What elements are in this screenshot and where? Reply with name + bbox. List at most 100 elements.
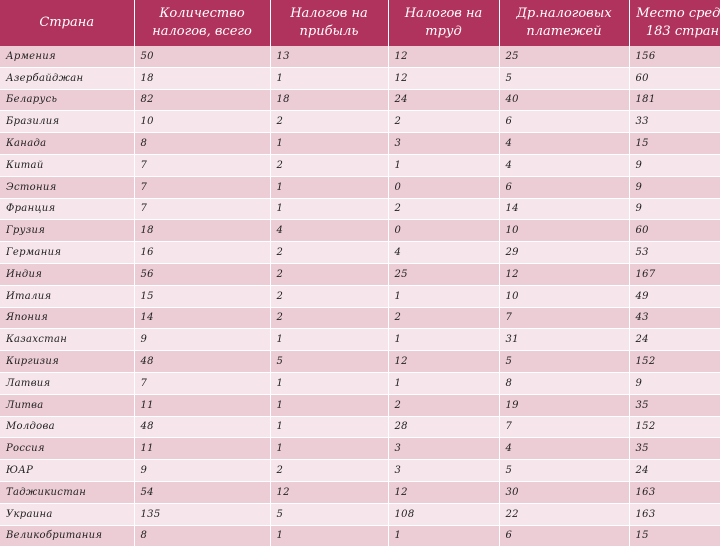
table-body: Армения 50 13 12 25 156 Азербайджан 18 1 12 5 60 Бел… <box>0 46 720 547</box>
cell-rank: 181 <box>629 89 720 112</box>
cell-total-taxes: 9 <box>134 328 271 352</box>
cell-profit-taxes: 1 <box>270 372 389 395</box>
cell-total-taxes: 11 <box>134 394 271 417</box>
cell-country: Грузия <box>0 219 135 243</box>
cell-other-payments: 25 <box>499 46 630 68</box>
cell-other-payments: 22 <box>499 503 630 526</box>
cell-other-payments: 7 <box>499 307 630 330</box>
cell-labor-taxes: 24 <box>388 89 500 112</box>
cell-labor-taxes: 3 <box>388 459 500 482</box>
cell-other-payments: 5 <box>499 67 630 90</box>
header-profit-taxes: Налогов на прибыль <box>270 0 389 46</box>
cell-total-taxes: 7 <box>134 176 271 199</box>
table-row: Латвия 7 1 1 8 9 <box>0 372 720 395</box>
cell-total-taxes: 48 <box>134 350 271 373</box>
cell-total-taxes: 10 <box>134 110 271 134</box>
cell-country: Россия <box>0 437 135 461</box>
cell-country: Армения <box>0 46 135 68</box>
cell-other-payments: 4 <box>499 132 630 155</box>
cell-rank: 156 <box>629 46 720 68</box>
cell-labor-taxes: 108 <box>388 503 500 526</box>
cell-country: Бразилия <box>0 110 135 134</box>
cell-other-payments: 10 <box>499 285 630 308</box>
cell-rank: 9 <box>629 372 720 395</box>
cell-country: Франция <box>0 198 135 221</box>
cell-other-payments: 10 <box>499 219 630 243</box>
table-row: Россия 11 1 3 4 35 <box>0 437 720 461</box>
cell-rank: 163 <box>629 481 720 504</box>
cell-other-payments: 4 <box>499 437 630 461</box>
table-row: Грузия 18 4 0 10 60 <box>0 219 720 243</box>
cell-profit-taxes: 13 <box>270 46 389 68</box>
header-labor-taxes: Налогов на труд <box>388 0 500 46</box>
cell-total-taxes: 54 <box>134 481 271 504</box>
table-row: Киргизия 48 5 12 5 152 <box>0 350 720 373</box>
cell-profit-taxes: 1 <box>270 198 389 221</box>
cell-country: Азербайджан <box>0 67 135 90</box>
cell-labor-taxes: 2 <box>388 198 500 221</box>
cell-profit-taxes: 5 <box>270 503 389 526</box>
table-row: Индия 56 2 25 12 167 <box>0 263 720 286</box>
cell-rank: 60 <box>629 219 720 243</box>
cell-rank: 24 <box>629 459 720 482</box>
cell-country: Казахстан <box>0 328 135 352</box>
cell-country: Великобритания <box>0 525 135 547</box>
cell-country: Латвия <box>0 372 135 395</box>
cell-total-taxes: 7 <box>134 372 271 395</box>
cell-profit-taxes: 1 <box>270 67 389 90</box>
cell-country: ЮАР <box>0 459 135 482</box>
cell-rank: 163 <box>629 503 720 526</box>
cell-total-taxes: 7 <box>134 198 271 221</box>
table-row: Великобритания 8 1 1 6 15 <box>0 525 720 547</box>
cell-total-taxes: 8 <box>134 525 271 547</box>
cell-country: Китай <box>0 154 135 177</box>
cell-labor-taxes: 3 <box>388 132 500 155</box>
cell-profit-taxes: 2 <box>270 459 389 482</box>
cell-total-taxes: 11 <box>134 437 271 461</box>
cell-country: Индия <box>0 263 135 286</box>
cell-total-taxes: 8 <box>134 132 271 155</box>
cell-other-payments: 6 <box>499 176 630 199</box>
table-row: Азербайджан 18 1 12 5 60 <box>0 67 720 90</box>
cell-country: Беларусь <box>0 89 135 112</box>
cell-rank: 167 <box>629 263 720 286</box>
cell-rank: 9 <box>629 198 720 221</box>
cell-profit-taxes: 12 <box>270 481 389 504</box>
cell-country: Таджикистан <box>0 481 135 504</box>
cell-country: Италия <box>0 285 135 308</box>
table-row: Япония 14 2 2 7 43 <box>0 307 720 330</box>
cell-labor-taxes: 1 <box>388 285 500 308</box>
table-row: ЮАР 9 2 3 5 24 <box>0 459 720 482</box>
cell-profit-taxes: 1 <box>270 525 389 547</box>
cell-country: Молдова <box>0 416 135 439</box>
cell-total-taxes: 15 <box>134 285 271 308</box>
cell-labor-taxes: 25 <box>388 263 500 286</box>
table-row: Казахстан 9 1 1 31 24 <box>0 328 720 352</box>
cell-other-payments: 6 <box>499 110 630 134</box>
cell-rank: 53 <box>629 241 720 264</box>
cell-labor-taxes: 2 <box>388 110 500 134</box>
table-row: Франция 7 1 2 14 9 <box>0 198 720 221</box>
cell-labor-taxes: 2 <box>388 394 500 417</box>
cell-total-taxes: 16 <box>134 241 271 264</box>
table-row: Италия 15 2 1 10 49 <box>0 285 720 308</box>
cell-rank: 60 <box>629 67 720 90</box>
cell-labor-taxes: 12 <box>388 350 500 373</box>
cell-profit-taxes: 2 <box>270 263 389 286</box>
header-total-taxes: Количество налогов, всего <box>134 0 271 46</box>
cell-country: Канада <box>0 132 135 155</box>
cell-profit-taxes: 1 <box>270 328 389 352</box>
cell-labor-taxes: 0 <box>388 176 500 199</box>
cell-country: Киргизия <box>0 350 135 373</box>
cell-total-taxes: 18 <box>134 67 271 90</box>
cell-profit-taxes: 1 <box>270 394 389 417</box>
cell-total-taxes: 135 <box>134 503 271 526</box>
cell-profit-taxes: 18 <box>270 89 389 112</box>
table-row: Бразилия 10 2 2 6 33 <box>0 110 720 134</box>
cell-profit-taxes: 1 <box>270 176 389 199</box>
cell-labor-taxes: 1 <box>388 328 500 352</box>
table-row: Беларусь 82 18 24 40 181 <box>0 89 720 112</box>
cell-rank: 33 <box>629 110 720 134</box>
cell-rank: 24 <box>629 328 720 352</box>
cell-country: Германия <box>0 241 135 264</box>
